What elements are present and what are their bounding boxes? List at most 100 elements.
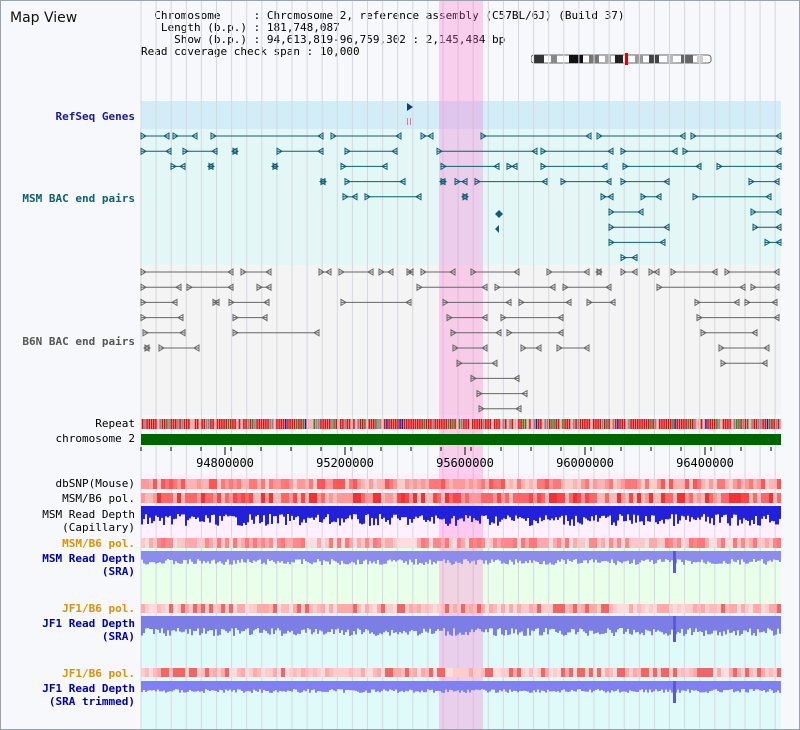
bac-end-arrow-icon xyxy=(163,132,170,140)
bac-end-arrow-icon xyxy=(420,132,427,140)
b6n-bac-label[interactable]: B6N BAC end pairs xyxy=(22,335,135,348)
bac-end-arrow-icon xyxy=(601,162,608,171)
msm-depth-cap-label: MSM Read Depth xyxy=(42,508,135,521)
bac-end-arrow-icon xyxy=(565,298,572,307)
bac-end-arrow-icon xyxy=(476,389,483,398)
msm-bac-features xyxy=(140,132,782,262)
bac-end-arrow-icon xyxy=(143,344,150,352)
bac-end-arrow-icon xyxy=(381,162,388,171)
msm-b6-pol-label-2: MSM/B6 pol. xyxy=(62,537,135,550)
msm-depth-cap-track xyxy=(141,506,781,526)
bac-end-arrow-icon xyxy=(399,177,406,186)
msm-marker-icon xyxy=(495,225,499,233)
bac-end-arrow-icon xyxy=(420,268,427,276)
bac-end-arrow-icon xyxy=(240,268,247,276)
bac-end-arrow-icon xyxy=(515,404,522,413)
jf1-depth-sra-track xyxy=(141,616,781,642)
bac-end-arrow-icon xyxy=(500,313,507,322)
bac-end-arrow-icon xyxy=(342,192,349,201)
bac-end-arrow-icon xyxy=(495,328,502,337)
bac-end-arrow-icon xyxy=(461,192,468,201)
bac-end-arrow-icon xyxy=(506,162,513,171)
bac-end-arrow-icon xyxy=(207,162,214,171)
info-row-coverage: Read coverage check span : 10,000 xyxy=(141,45,360,58)
bac-end-arrow-icon xyxy=(318,268,325,276)
bac-end-arrow-icon xyxy=(637,208,644,216)
bac-end-arrow-icon xyxy=(771,298,778,307)
chromosome-label-track: chromosome 2 xyxy=(56,432,135,445)
bac-end-arrow-icon xyxy=(520,344,527,352)
bac-end-arrow-icon xyxy=(583,268,590,276)
bac-end-arrow-icon xyxy=(227,268,234,276)
bac-end-arrow-icon xyxy=(535,344,542,352)
bac-end-arrow-icon xyxy=(340,162,347,171)
bac-end-arrow-icon xyxy=(744,298,751,307)
msm-depth-cap-sub: (Capillary) xyxy=(62,521,135,534)
show-label: Show (b.p.) xyxy=(174,33,247,46)
bac-end-arrow-icon xyxy=(531,147,538,156)
jf1-depth-sra-sub: (SRA) xyxy=(102,630,135,643)
axis-tick-label: 94800000 xyxy=(196,456,254,470)
bac-end-arrow-icon xyxy=(640,192,647,201)
bac-end-arrow-icon xyxy=(193,344,200,352)
bac-end-arrow-icon xyxy=(653,268,660,276)
bac-end-arrow-icon xyxy=(320,177,327,186)
bac-end-arrow-icon xyxy=(763,344,770,352)
bac-end-arrow-icon xyxy=(142,328,149,337)
bac-end-arrow-icon xyxy=(211,147,218,156)
bac-end-arrow-icon xyxy=(158,344,165,352)
bac-end-arrow-icon xyxy=(773,313,780,322)
bac-end-arrow-icon xyxy=(317,147,324,156)
refseq-track-bg xyxy=(141,101,781,129)
bac-end-arrow-icon xyxy=(378,268,385,276)
bac-end-arrow-icon xyxy=(452,344,459,352)
bac-end-arrow-icon xyxy=(454,177,461,186)
bac-end-arrow-icon xyxy=(462,192,469,201)
bac-end-arrow-icon xyxy=(556,344,563,352)
bac-end-arrow-icon xyxy=(261,313,268,322)
bac-end-arrow-icon xyxy=(600,192,607,201)
bac-end-arrow-icon xyxy=(773,177,780,186)
bac-end-arrow-icon xyxy=(631,253,638,262)
b6n-bac-features xyxy=(140,268,780,413)
msm-bac-label[interactable]: MSM BAC end pairs xyxy=(22,192,135,205)
bac-end-arrow-icon xyxy=(513,374,520,383)
bac-end-arrow-icon xyxy=(478,404,485,413)
bac-end-arrow-icon xyxy=(670,268,677,276)
jf1-depth-sra-label: JF1 Read Depth xyxy=(42,617,135,630)
bac-end-arrow-icon xyxy=(775,147,782,156)
bac-end-arrow-icon xyxy=(231,147,238,156)
bac-end-arrow-icon xyxy=(165,147,172,156)
repeat-track xyxy=(141,419,781,429)
bac-end-arrow-icon xyxy=(607,147,614,156)
bac-end-arrow-icon xyxy=(775,162,782,171)
bac-end-arrow-icon xyxy=(191,132,198,140)
bac-end-arrow-icon xyxy=(506,328,513,337)
length-value: 181,748,087 xyxy=(266,21,340,34)
msm-pol-heat-track-2 xyxy=(141,538,781,548)
bac-end-arrow-icon xyxy=(718,344,725,352)
bac-end-arrow-icon xyxy=(696,313,703,322)
bac-end-arrow-icon xyxy=(605,177,612,186)
bac-end-arrow-icon xyxy=(407,268,414,276)
bac-end-arrow-icon xyxy=(351,192,358,201)
bac-end-arrow-icon xyxy=(481,283,488,292)
bac-end-arrow-icon xyxy=(695,162,702,171)
bac-end-arrow-icon xyxy=(440,162,447,171)
bac-end-arrow-icon xyxy=(470,268,477,276)
bac-end-arrow-icon xyxy=(344,177,351,186)
bac-end-arrow-icon xyxy=(387,268,394,276)
info-row-show: Show (b.p.) : 94,613,819-96,759,302 : 2,… xyxy=(174,33,506,46)
bac-end-arrow-icon xyxy=(325,268,332,276)
bac-end-arrow-icon xyxy=(596,268,603,276)
bac-end-arrow-icon xyxy=(659,238,666,247)
jf1-depth-trim-sub: (SRA trimmed) xyxy=(49,695,135,708)
chromosome-bar xyxy=(141,434,781,445)
bac-end-arrow-icon xyxy=(232,313,239,322)
bac-end-arrow-icon xyxy=(470,374,477,383)
refseq-genes-label[interactable]: RefSeq Genes xyxy=(56,110,135,123)
jf1-depth-trim-label: JF1 Read Depth xyxy=(42,682,135,695)
bac-end-arrow-icon xyxy=(442,298,449,307)
bac-end-arrow-icon xyxy=(583,344,590,352)
